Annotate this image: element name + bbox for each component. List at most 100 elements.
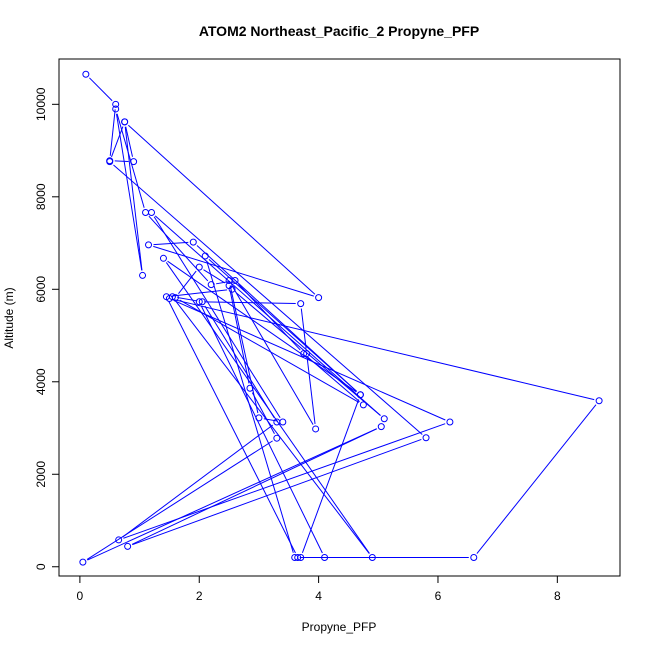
data-point [246, 384, 254, 392]
y-tick-label: 6000 [34, 276, 48, 303]
series-segment [263, 418, 278, 422]
data-point [368, 554, 376, 562]
data-point [359, 401, 367, 409]
series-segment [86, 440, 273, 560]
series-segment [306, 358, 316, 425]
series-segment [208, 258, 357, 392]
series-segment [111, 126, 124, 158]
chart-title: ATOM2 Northeast_Pacific_2 Propyne_PFP [199, 23, 479, 39]
series-segment [153, 216, 281, 419]
data-point [300, 350, 308, 358]
y-tick-label: 0 [34, 563, 48, 570]
y-tick-label: 10000 [34, 87, 48, 121]
series-segment [175, 300, 370, 554]
data-point [142, 209, 150, 217]
data-point [112, 100, 120, 108]
series-segment [131, 428, 377, 545]
data-point [115, 536, 123, 544]
x-tick-label: 8 [554, 589, 561, 603]
series-segment [125, 126, 133, 157]
data-point [595, 397, 603, 405]
data-point [195, 263, 203, 271]
data-point [82, 70, 90, 78]
data-point [162, 293, 170, 301]
series-segment [171, 289, 228, 297]
series-segment [153, 245, 314, 297]
y-tick-label: 2000 [34, 461, 48, 488]
x-tick-label: 4 [315, 589, 322, 603]
series-segment [167, 260, 357, 393]
data-point [201, 252, 209, 260]
plot-frame [58, 58, 621, 577]
y-axis: 0 2000 4000 6000 8000 10000 [34, 87, 60, 570]
data-point [297, 300, 305, 308]
series-segment [300, 308, 307, 349]
y-axis-label: Altitude (m) [2, 287, 16, 348]
data-point [112, 105, 120, 113]
series-segment [216, 280, 231, 285]
data-point [106, 158, 114, 166]
data-point [273, 434, 281, 442]
series-segment [178, 270, 197, 294]
data-point [303, 350, 311, 358]
data-point [148, 209, 156, 217]
series-segment [476, 404, 597, 554]
y-tick-label: 8000 [34, 183, 48, 210]
series-segment [177, 297, 198, 302]
data-point [139, 271, 147, 279]
data-point [422, 434, 430, 442]
series-segment [201, 306, 323, 554]
data-point [145, 241, 153, 249]
series-segment [174, 299, 595, 401]
series-segment [203, 269, 226, 284]
x-axis: 0 2 4 6 8 [77, 575, 561, 603]
series-segment [122, 424, 274, 538]
data-point [321, 554, 329, 562]
x-axis-label: Propyne_PFP [302, 620, 377, 634]
series-segment [235, 292, 381, 416]
series-segment [114, 160, 129, 162]
data-point [198, 298, 206, 306]
data-point [291, 554, 299, 562]
data-point [79, 558, 87, 566]
data-point [159, 254, 167, 262]
x-tick-label: 0 [77, 589, 84, 603]
y-tick-label: 4000 [34, 368, 48, 395]
data-point [228, 285, 236, 293]
series-segment [128, 124, 316, 295]
data-point [207, 281, 215, 289]
data-point [225, 277, 233, 285]
series-segment [173, 300, 446, 421]
data-point [377, 423, 385, 431]
data-point [356, 391, 364, 399]
series-segment [115, 113, 143, 271]
series-segment [301, 399, 360, 553]
series-segment [229, 290, 250, 384]
series-segment [204, 301, 296, 305]
data-point [189, 238, 197, 246]
data-point [130, 158, 138, 166]
series-segment [206, 260, 294, 553]
series-segment [168, 300, 296, 554]
data-point [255, 414, 263, 422]
series-segment [89, 77, 113, 102]
series-segment [179, 299, 360, 403]
series-segment [231, 284, 314, 425]
x-tick-label: 2 [196, 589, 203, 603]
series-segment [229, 285, 259, 414]
data-point [121, 118, 129, 126]
series-segment [123, 423, 446, 539]
series-segment [113, 164, 423, 435]
series-segment [109, 109, 116, 156]
data-point [294, 554, 302, 562]
data-point [195, 298, 203, 306]
series-segment [204, 305, 275, 419]
series-segment [132, 438, 422, 546]
data-point [312, 425, 320, 433]
data-point [124, 542, 132, 550]
data-point [380, 415, 388, 423]
data-point [470, 554, 478, 562]
data-point [315, 294, 323, 302]
x-tick-label: 6 [435, 589, 442, 603]
